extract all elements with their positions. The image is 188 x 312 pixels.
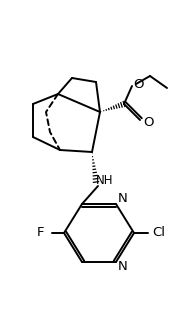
Text: O: O: [143, 116, 153, 129]
Text: N: N: [118, 193, 128, 206]
Text: Cl: Cl: [152, 227, 165, 240]
Text: F: F: [37, 227, 45, 240]
Text: NH: NH: [96, 173, 114, 187]
Text: O: O: [134, 77, 144, 90]
Text: N: N: [118, 261, 128, 274]
